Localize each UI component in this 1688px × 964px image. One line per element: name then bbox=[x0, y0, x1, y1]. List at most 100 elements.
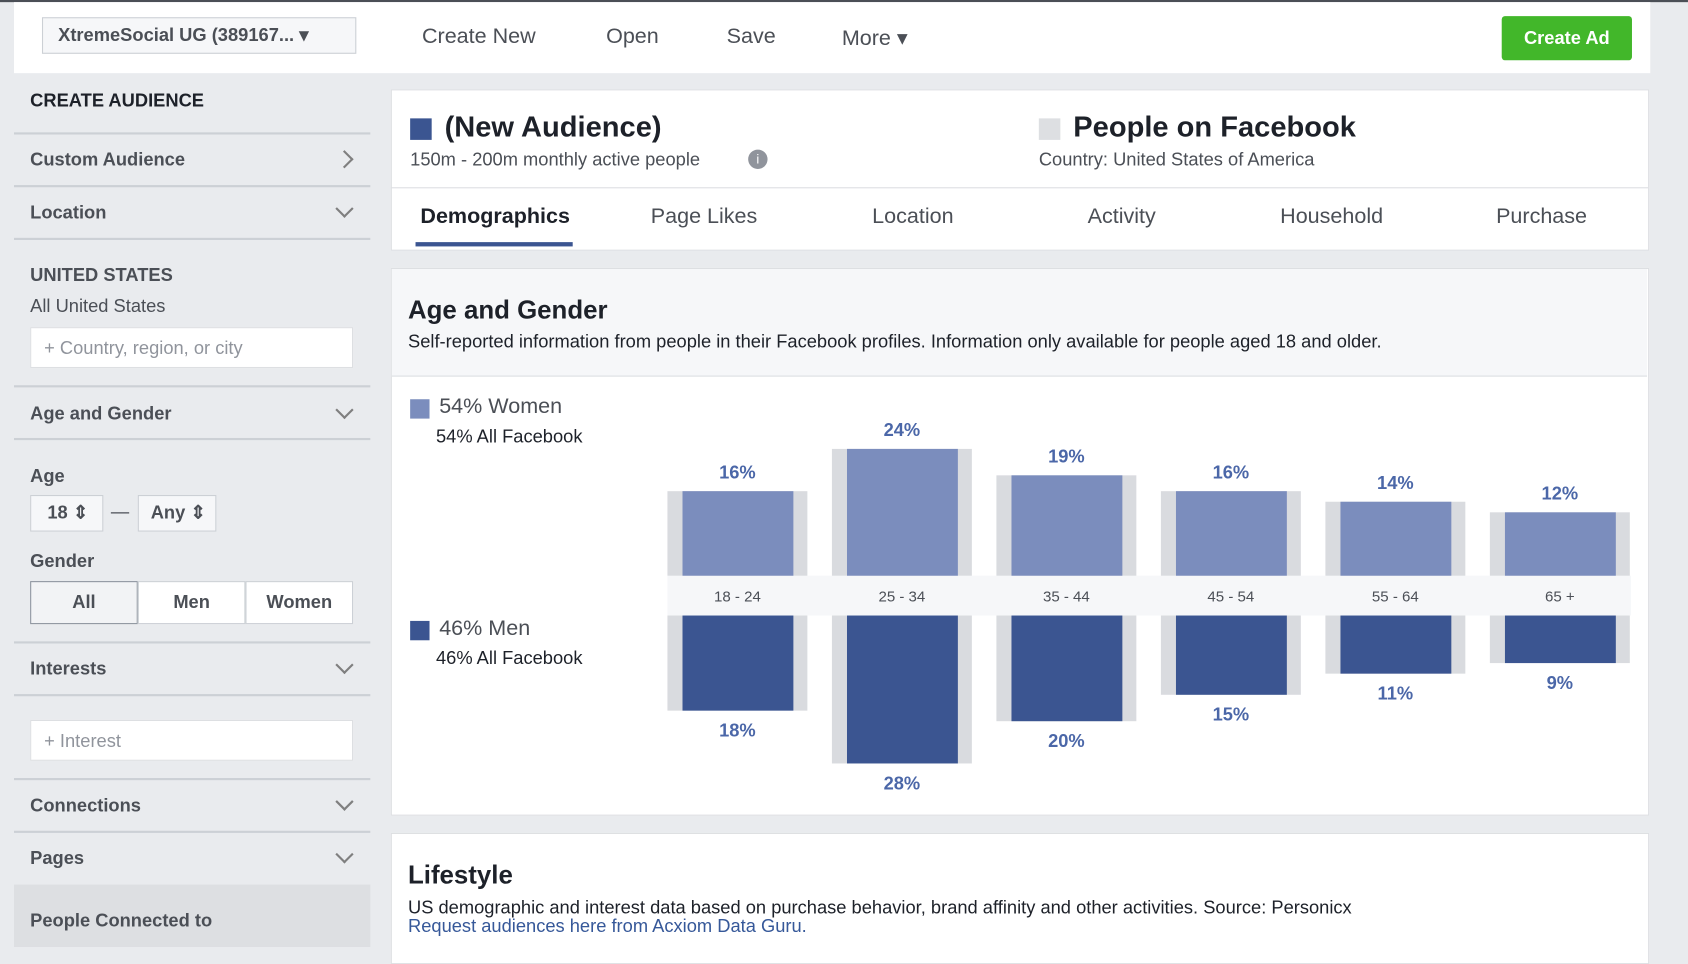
x-tick-label: 55 - 64 bbox=[1372, 589, 1419, 606]
age-max[interactable]: Any ⇕ bbox=[137, 495, 217, 532]
sidebar-title: CREATE AUDIENCE bbox=[30, 90, 205, 111]
chart-header bbox=[391, 269, 1648, 377]
lifestyle-text: US demographic and interest data based o… bbox=[407, 897, 1352, 918]
tab-household[interactable]: Household bbox=[1280, 204, 1384, 229]
bar bbox=[1175, 491, 1287, 576]
bar bbox=[1011, 615, 1123, 722]
bar bbox=[1175, 615, 1287, 695]
connections-section[interactable]: Connections bbox=[30, 795, 141, 816]
age-min-value: 18 bbox=[47, 502, 68, 523]
lifestyle-title: Lifestyle bbox=[407, 860, 513, 890]
gender-label: Gender bbox=[30, 550, 95, 572]
audience-title: (New Audience) bbox=[444, 110, 662, 144]
custom-audience[interactable]: Custom Audience bbox=[30, 149, 186, 171]
legend-comparison: 54% All Facebook bbox=[435, 426, 583, 447]
data-label: 15% bbox=[1213, 704, 1250, 725]
active-tab-underline bbox=[415, 242, 573, 247]
create-new-button[interactable]: Create New bbox=[421, 24, 536, 49]
bar bbox=[682, 491, 794, 576]
data-label: 9% bbox=[1547, 672, 1573, 693]
account-name: XtremeSocial UG (389167... bbox=[58, 24, 295, 46]
comparison-swatch bbox=[1038, 118, 1061, 140]
legend-swatch bbox=[410, 620, 430, 641]
create-ad-button[interactable]: Create Ad bbox=[1501, 16, 1632, 61]
location-section[interactable]: Location bbox=[30, 202, 107, 223]
tab-page-likes[interactable]: Page Likes bbox=[650, 204, 758, 229]
legend-entry: 46% Men bbox=[439, 616, 531, 641]
bar bbox=[682, 615, 794, 711]
data-label: 20% bbox=[1048, 730, 1085, 751]
comparison-country: Country: United States of America bbox=[1038, 149, 1315, 171]
info-icon[interactable]: i bbox=[748, 149, 768, 169]
chart-subtitle: Self-reported information from people in… bbox=[407, 331, 1382, 352]
audience-size: 150m - 200m monthly active people bbox=[410, 149, 701, 171]
connected-panel bbox=[13, 884, 371, 947]
divider bbox=[13, 385, 371, 388]
data-label: 19% bbox=[1048, 445, 1085, 466]
divider bbox=[390, 187, 1649, 189]
divider bbox=[13, 237, 371, 240]
pages-section[interactable]: Pages bbox=[30, 847, 85, 869]
bar bbox=[1340, 501, 1452, 576]
x-tick-label: 18 - 24 bbox=[714, 589, 761, 606]
header-card bbox=[390, 89, 1650, 251]
tab-activity[interactable]: Activity bbox=[1087, 204, 1156, 229]
comparison-title: People on Facebook bbox=[1073, 110, 1356, 144]
audience-swatch bbox=[410, 118, 432, 140]
account-selector[interactable]: XtremeSocial UG (389167... ▾ bbox=[41, 17, 357, 54]
x-tick-label: 35 - 44 bbox=[1043, 589, 1090, 606]
bar bbox=[846, 448, 958, 576]
more-button[interactable]: More ▾ bbox=[841, 26, 908, 51]
data-label: 18% bbox=[719, 719, 756, 740]
interest-input[interactable]: + Interest bbox=[30, 719, 354, 761]
divider bbox=[13, 830, 371, 833]
bar bbox=[1011, 475, 1123, 576]
divider bbox=[13, 132, 371, 135]
gender-men[interactable]: Men bbox=[137, 581, 246, 625]
country: UNITED STATES bbox=[30, 264, 173, 286]
gender-women[interactable]: Women bbox=[245, 581, 354, 625]
tab-location[interactable]: Location bbox=[872, 204, 954, 229]
legend-swatch bbox=[410, 399, 430, 419]
data-label: 16% bbox=[1213, 461, 1250, 482]
placeholder: Country, region, or city bbox=[59, 337, 243, 359]
tab-demographics[interactable]: Demographics bbox=[420, 204, 570, 229]
divider bbox=[13, 641, 371, 644]
gender-all[interactable]: All bbox=[30, 581, 138, 625]
location-input[interactable]: + Country, region, or city bbox=[30, 327, 354, 369]
interests-section[interactable]: Interests bbox=[30, 658, 107, 680]
divider bbox=[13, 694, 371, 697]
bar bbox=[1504, 615, 1616, 664]
open-button[interactable]: Open bbox=[606, 24, 659, 49]
data-label: 16% bbox=[719, 461, 756, 482]
dash: — bbox=[110, 501, 130, 522]
data-label: 12% bbox=[1542, 482, 1579, 503]
placeholder: Interest bbox=[59, 730, 121, 752]
x-tick-label: 25 - 34 bbox=[878, 589, 925, 606]
legend-comparison: 46% All Facebook bbox=[435, 647, 583, 669]
lifestyle-card bbox=[390, 832, 1650, 964]
age-max-value: Any bbox=[150, 502, 186, 523]
tab-purchase[interactable]: Purchase bbox=[1496, 204, 1588, 229]
divider bbox=[13, 778, 371, 781]
data-label: 14% bbox=[1377, 472, 1414, 493]
age-label: Age bbox=[30, 465, 65, 487]
divider bbox=[13, 437, 371, 441]
x-tick-label: 65 + bbox=[1545, 589, 1575, 606]
bar bbox=[846, 615, 958, 764]
x-tick-label: 45 - 54 bbox=[1207, 589, 1254, 606]
save-button[interactable]: Save bbox=[726, 24, 776, 49]
age-min[interactable]: 18 ⇕ bbox=[30, 495, 104, 532]
age-gender-section[interactable]: Age and Gender bbox=[30, 403, 172, 424]
divider bbox=[13, 185, 371, 188]
lifestyle-link[interactable]: Request audiences here from Acxiom Data … bbox=[407, 915, 807, 937]
data-label: 24% bbox=[884, 419, 921, 440]
people-connected: People Connected to bbox=[30, 910, 213, 931]
data-label: 11% bbox=[1378, 682, 1414, 703]
data-label: 28% bbox=[884, 772, 921, 793]
chart-title: Age and Gender bbox=[407, 295, 608, 325]
category-strip bbox=[667, 575, 1631, 616]
more-label: More bbox=[841, 26, 891, 51]
